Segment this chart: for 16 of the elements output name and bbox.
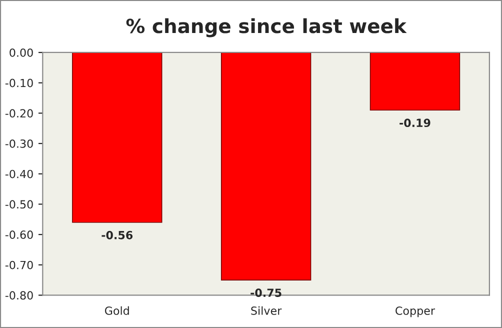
data-label: -0.75 (250, 288, 282, 297)
x-tick-label: Copper (396, 306, 436, 318)
chart-title: % change since last week (126, 18, 407, 38)
y-tick-label: -0.30 (5, 139, 33, 148)
y-tick-label: -0.10 (5, 78, 33, 88)
x-tick-label: Silver (251, 306, 282, 315)
y-tick-label: 0.00 (10, 48, 33, 57)
y-tick-label: -0.70 (5, 260, 33, 270)
y-tick-label: -0.20 (5, 109, 33, 118)
y-tick-label: -0.60 (5, 230, 33, 239)
y-tick-label: -0.40 (5, 170, 33, 178)
data-label: -0.19 (400, 118, 430, 128)
x-tick-label: Gold (104, 306, 129, 315)
data-label: -0.56 (102, 230, 133, 240)
y-tick-label: -0.50 (5, 200, 33, 209)
y-tick-label: -0.80 (5, 291, 33, 300)
